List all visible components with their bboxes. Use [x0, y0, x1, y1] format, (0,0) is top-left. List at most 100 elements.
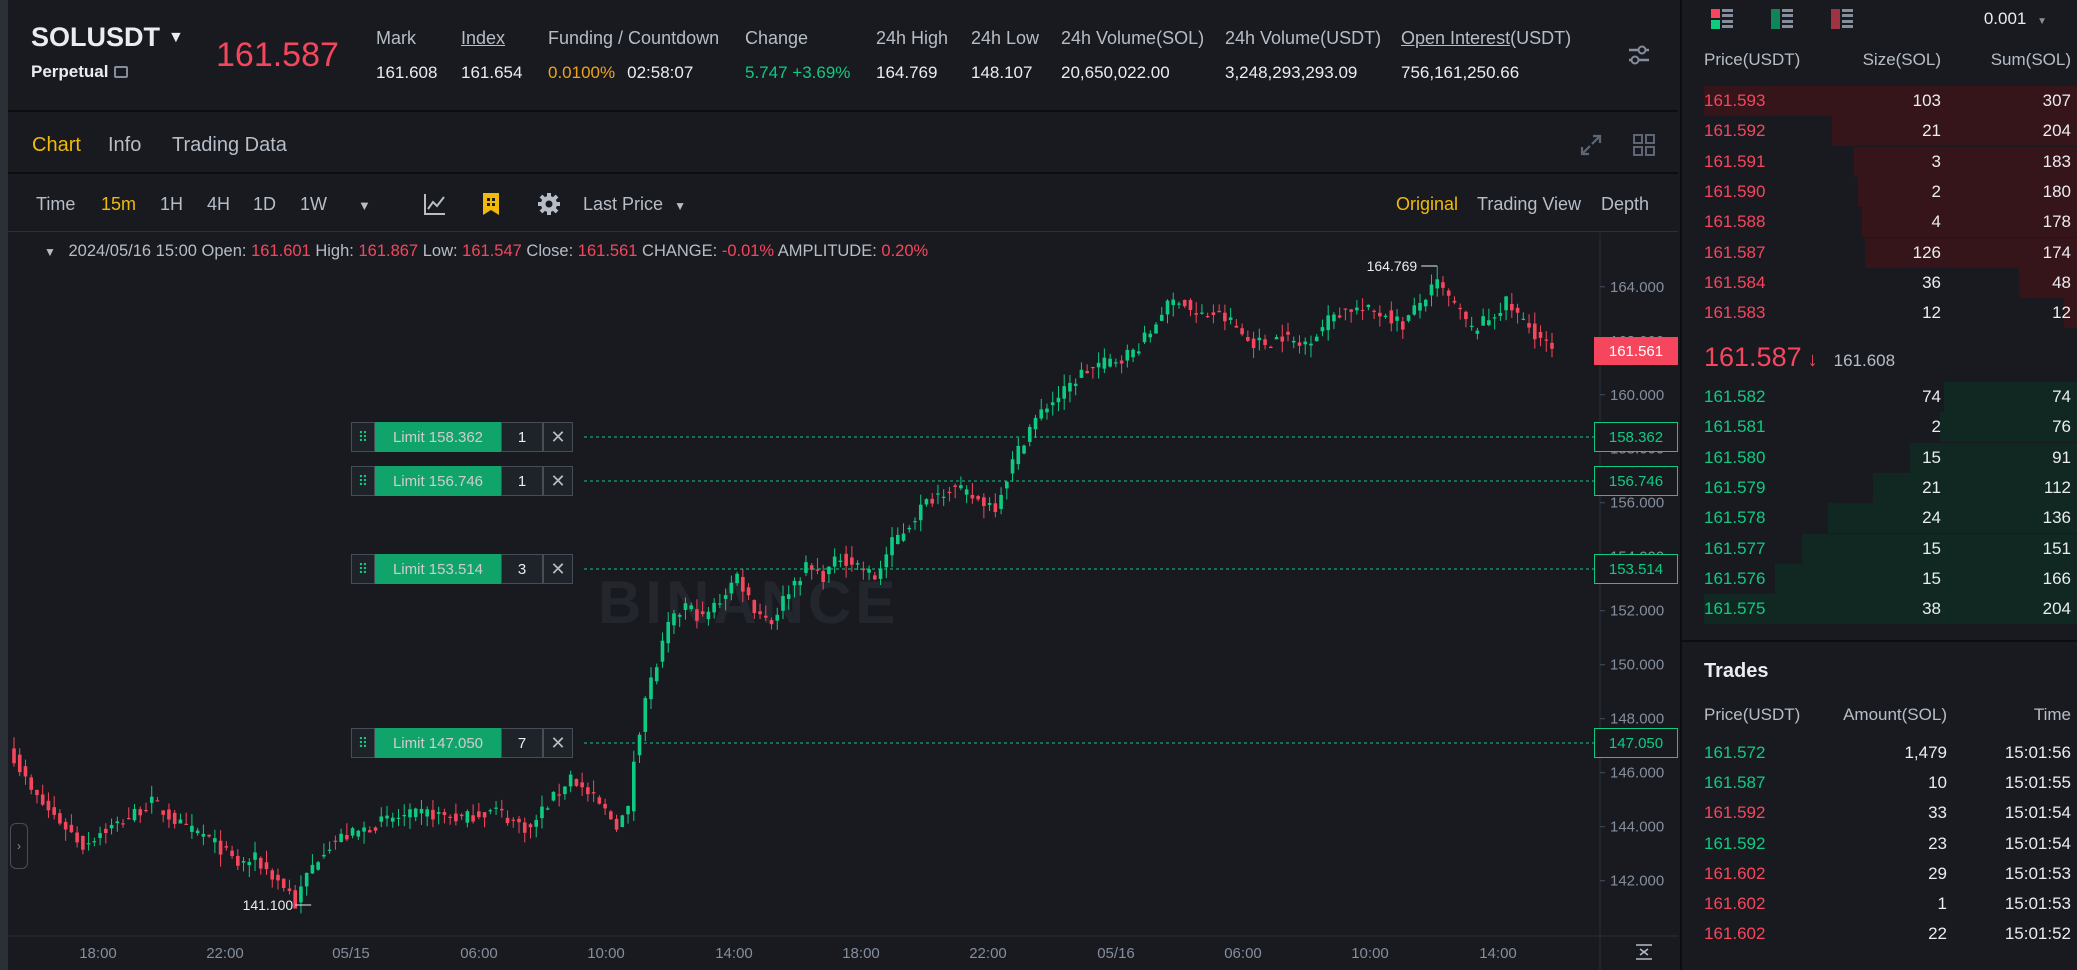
indicator-icon[interactable]	[422, 191, 448, 217]
expand-icon[interactable]	[1578, 132, 1604, 158]
collapse-caret-icon[interactable]: ▼	[44, 245, 56, 259]
y-tick-label: 152.000	[1610, 603, 1664, 620]
ob-sum: 204	[2042, 121, 2071, 141]
candle-body	[236, 855, 240, 866]
candle-body	[1022, 445, 1026, 454]
col-size: Size(SOL)	[1862, 50, 1941, 69]
orderbook-row[interactable]: 161.590 2 180	[1682, 176, 2077, 207]
precision-select[interactable]: 0.001 ▼	[1984, 9, 2047, 29]
interval-1h[interactable]: 1H	[160, 194, 184, 214]
interval-4h[interactable]: 4H	[207, 194, 231, 214]
close-icon[interactable]: ✕	[543, 554, 573, 584]
candle-body	[144, 809, 148, 812]
y-tick-label: 146.000	[1610, 765, 1664, 782]
orderbook-row[interactable]: 161.584 36 48	[1682, 267, 2077, 298]
view-original[interactable]: Original	[1396, 194, 1459, 214]
chevron-right-icon[interactable]: ›	[10, 823, 28, 869]
interval-more-caret-icon[interactable]: ▼	[358, 198, 371, 213]
drag-handle-icon[interactable]: ⠿	[351, 466, 375, 496]
tab-info[interactable]: Info	[108, 134, 142, 156]
orderbook-row[interactable]: 161.581 2 76	[1682, 412, 2077, 443]
interval-1d[interactable]: 1D	[253, 194, 277, 214]
candle-body	[201, 833, 206, 837]
limit-order-widget[interactable]: ⠿ Limit 153.514 3 ✕	[351, 554, 573, 584]
orderbook-asks-icon[interactable]	[1830, 8, 1854, 30]
orderbook-row[interactable]: 161.579 21 112	[1682, 472, 2077, 503]
candle-body	[29, 777, 34, 790]
interval-15m[interactable]: 15m	[101, 194, 137, 214]
ob-size: 21	[1922, 121, 1941, 141]
candle-body	[1498, 312, 1503, 316]
interval-time[interactable]: Time	[36, 194, 76, 214]
candle-body	[609, 811, 613, 820]
candle-body	[224, 846, 229, 848]
orderbook-mid-price: 161.587 ↓ 161.608	[1704, 342, 1895, 373]
view-depth[interactable]: Depth	[1601, 194, 1650, 214]
view-trading-view[interactable]: Trading View	[1477, 194, 1582, 214]
layout-grid-icon[interactable]	[1631, 132, 1657, 158]
candle-body	[1073, 383, 1078, 386]
stat-value: 161.608	[376, 63, 437, 83]
ob-price: 161.587	[1704, 242, 1766, 262]
candle-body	[1469, 325, 1474, 327]
symbol-selector[interactable]: SOLUSDT ▼	[31, 22, 184, 53]
candle-body	[339, 833, 343, 842]
orderbook-row[interactable]: 161.575 38 204	[1682, 594, 2077, 625]
sliders-icon[interactable]	[1626, 42, 1652, 68]
candle-body	[1068, 382, 1072, 392]
candle-body	[1005, 481, 1009, 489]
drag-handle-icon[interactable]: ⠿	[351, 422, 375, 452]
close-icon[interactable]: ✕	[543, 466, 573, 496]
drag-handle-icon[interactable]: ⠿	[351, 554, 375, 584]
orderbook-row[interactable]: 161.591 3 183	[1682, 146, 2077, 177]
chart-canvas[interactable]: 164.000162.000160.000158.000156.000154.0…	[8, 233, 1678, 970]
orderbook-bids-icon[interactable]	[1770, 8, 1794, 30]
orderbook-row[interactable]: 161.578 24 136	[1682, 503, 2077, 534]
drag-handle-icon[interactable]: ⠿	[351, 728, 375, 758]
close-icon[interactable]: ✕	[543, 728, 573, 758]
candle-body	[1274, 337, 1279, 340]
orderbook-row[interactable]: 161.577 15 151	[1682, 533, 2077, 564]
tab-trading-data[interactable]: Trading Data	[172, 134, 287, 156]
orderbook-row[interactable]: 161.587 126 174	[1682, 237, 2077, 268]
candle-body	[672, 613, 676, 626]
candle-body	[763, 615, 768, 618]
gear-icon[interactable]	[536, 191, 562, 217]
limit-order-label[interactable]: Limit 147.050	[375, 728, 501, 758]
trade-amount: 33	[1928, 803, 1947, 823]
depth-bar	[1861, 207, 2077, 238]
candle-body	[81, 835, 85, 850]
limit-order-widget[interactable]: ⠿ Limit 156.746 1 ✕	[351, 466, 573, 496]
limit-order-widget[interactable]: ⠿ Limit 147.050 7 ✕	[351, 728, 573, 758]
price-type-select[interactable]: Last Price ▼	[583, 194, 686, 215]
limit-order-widget[interactable]: ⠿ Limit 158.362 1 ✕	[351, 422, 573, 452]
orderbook-row[interactable]: 161.580 15 91	[1682, 442, 2077, 473]
template-icon[interactable]	[478, 191, 504, 217]
orderbook-row[interactable]: 161.582 74 74	[1682, 382, 2077, 412]
limit-order-label[interactable]: Limit 153.514	[375, 554, 501, 584]
orderbook-row[interactable]: 161.592 21 204	[1682, 116, 2077, 147]
limit-order-label[interactable]: Limit 156.746	[375, 466, 501, 496]
candle-body	[356, 830, 361, 837]
candle-body	[1211, 312, 1216, 316]
stat-1[interactable]: Index 161.654	[461, 28, 522, 83]
book-icon[interactable]	[114, 66, 129, 78]
candle-body	[362, 827, 366, 832]
interval-1w[interactable]: 1W	[300, 194, 327, 214]
limit-order-label[interactable]: Limit 158.362	[375, 422, 501, 452]
orderbook-row[interactable]: 161.576 15 166	[1682, 563, 2077, 594]
ob-price: 161.577	[1704, 538, 1766, 558]
orderbook-row[interactable]: 161.588 4 178	[1682, 207, 2077, 238]
limit-order-price-tag: 156.746	[1594, 466, 1678, 496]
candlestick-chart[interactable]: BINANCE 164.000162.000160.000158.000156.…	[8, 233, 1678, 970]
candle-body	[873, 575, 877, 580]
close-icon[interactable]: ✕	[543, 422, 573, 452]
candle-body	[752, 600, 757, 614]
limit-order-price-tag: 153.514	[1594, 554, 1678, 584]
orderbook-row[interactable]: 161.593 103 307	[1682, 86, 2077, 116]
orderbook-both-icon[interactable]	[1710, 8, 1734, 30]
stat-8[interactable]: Open Interest(USDT) 756,161,250.66	[1401, 28, 1571, 83]
tab-chart[interactable]: Chart	[32, 134, 81, 156]
orderbook-row[interactable]: 161.583 12 12	[1682, 298, 2077, 329]
